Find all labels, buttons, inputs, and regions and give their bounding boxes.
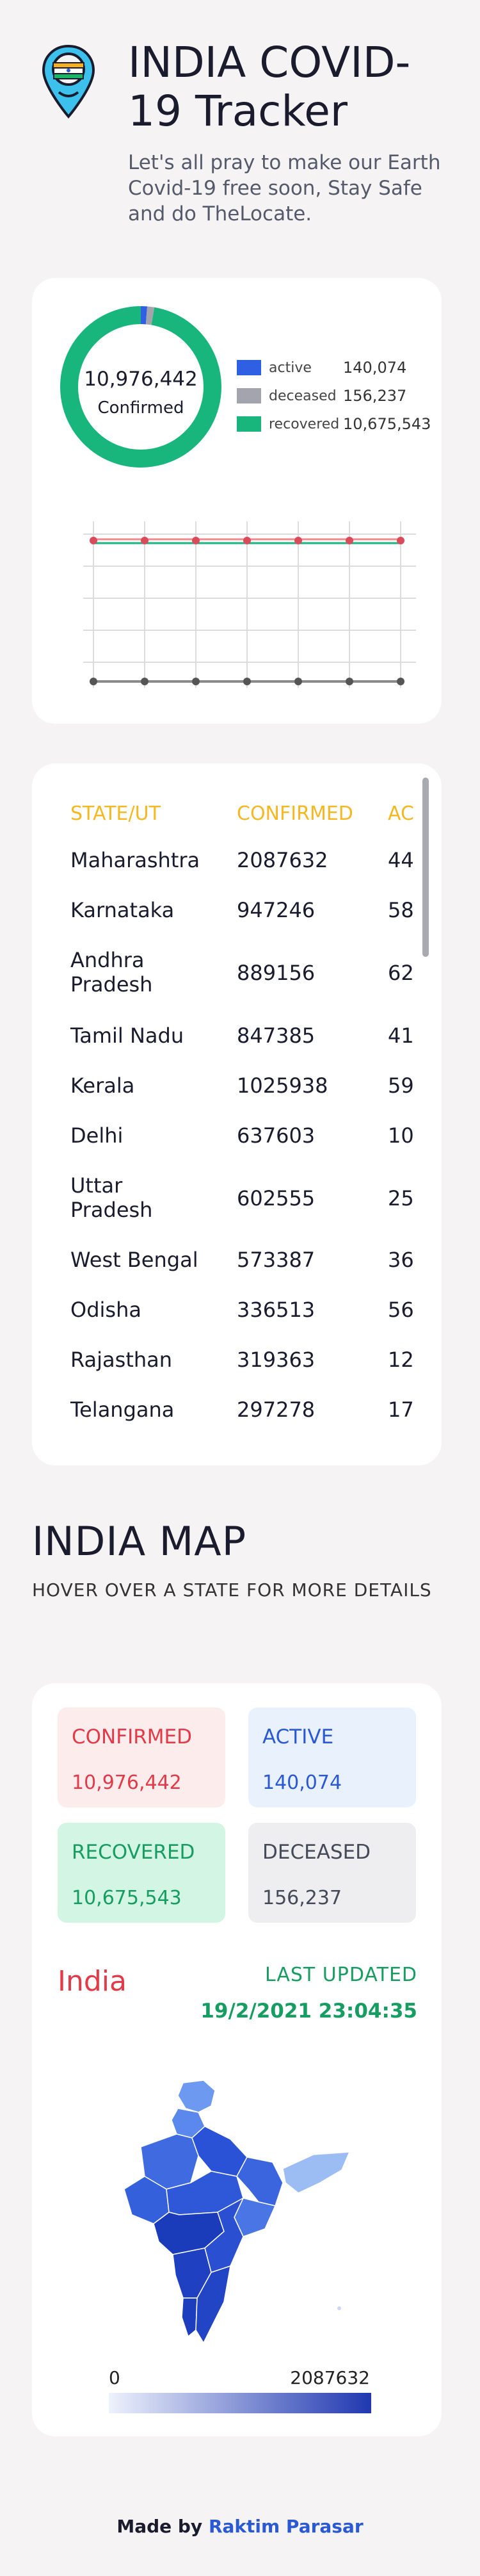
active-cell: 25 [388,1186,413,1211]
state-cell: Delhi [70,1123,124,1148]
state-cell: Kerala [70,1073,135,1098]
active-cell: 36 [388,1248,413,1272]
active-cell: 10 [388,1123,413,1148]
stat-confirmed: CONFIRMED 10,976,442 [58,1708,225,1807]
map-card: CONFIRMED 10,976,442 ACTIVE 140,074 RECO… [32,1683,442,2436]
legend-swatch [237,416,261,432]
author-link[interactable]: Raktim Parasar [208,2516,364,2537]
stat-value: 10,976,442 [72,1772,182,1794]
scale-min-label: 0 [109,2367,120,2388]
baseline-points [90,678,404,685]
legend-value: 140,074 [343,359,407,377]
stat-label: ACTIVE [262,1725,334,1749]
state-cell: Tamil Nadu [70,1023,184,1048]
stat-value: 156,237 [262,1887,342,1909]
state-cell: Rajasthan [70,1348,173,1372]
confirmed-cell: 602555 [237,1186,316,1211]
state-cell: Odisha [70,1298,141,1322]
summary-chart-card: 10,976,442 Confirmed active 140,074 dece… [32,278,442,724]
column-header-confirmed[interactable]: CONFIRMED [237,803,353,825]
donut-chart [60,306,221,468]
table-scrollbar[interactable] [422,778,429,957]
donut-legend: active 140,074 deceased 156,237 recovere… [237,354,435,438]
page-title: INDIA COVID-19 Tracker [128,38,411,136]
stat-active: ACTIVE 140,074 [248,1708,416,1807]
confirmed-cell: 2087632 [237,848,328,872]
donut-total: 10,976,442 [84,368,198,391]
stat-label: DECEASED [262,1841,371,1864]
state-uttar-pradesh[interactable] [191,2126,248,2177]
states-table-card[interactable]: STATE/UT CONFIRMED AC Maharashtra 2087632… [32,763,442,1465]
stat-value: 140,074 [262,1772,342,1794]
donut-slice-recovered[interactable] [60,306,221,468]
legend-item-active[interactable]: active 140,074 [237,354,435,382]
legend-value: 10,675,543 [343,415,431,433]
legend-swatch [237,360,261,375]
legend-label: recovered [269,416,340,432]
confirmed-points [90,537,404,544]
state-cell: Uttar Pradesh [70,1173,153,1222]
active-cell: 44 [388,848,413,872]
confirmed-cell: 297278 [237,1398,316,1422]
state-cell: West Bengal [70,1248,198,1272]
stat-label: CONFIRMED [72,1725,192,1749]
state-tamil-nadu[interactable] [195,2265,231,2344]
state-cell: Andhra Pradesh [70,948,153,997]
trend-line-chart [83,521,416,688]
state-bihar-bengal[interactable] [236,2156,284,2206]
legend-item-recovered[interactable]: recovered 10,675,543 [237,410,435,438]
confirmed-cell: 1025938 [237,1073,328,1098]
stat-recovered: RECOVERED 10,675,543 [58,1823,225,1923]
state-northeast[interactable] [282,2151,351,2194]
india-map[interactable] [122,2080,352,2356]
active-cell: 58 [388,898,413,922]
last-updated-value: 19/2/2021 23:04:35 [200,2000,417,2023]
state-kerala[interactable] [181,2297,198,2338]
active-cell: 59 [388,1073,413,1098]
stat-deceased: DECEASED 156,237 [248,1823,416,1923]
active-cell: 56 [388,1298,413,1322]
column-header-active[interactable]: AC [388,803,413,825]
stat-value: 10,675,543 [72,1887,182,1909]
state-jammu-kashmir[interactable] [177,2080,216,2113]
active-cell: 12 [388,1348,413,1372]
page-subtitle: Let's all pray to make our Earth Covid-1… [128,151,441,225]
confirmed-cell: 336513 [237,1298,316,1322]
active-cell: 17 [388,1398,413,1422]
andaman-islands[interactable] [337,2306,341,2310]
confirmed-cell: 947246 [237,898,316,922]
legend-value: 156,237 [343,387,407,405]
confirmed-cell: 889156 [237,961,316,985]
footer: Made by Raktim Parasar [0,2516,480,2537]
stat-label: RECOVERED [72,1841,195,1864]
scale-max-label: 2087632 [290,2367,370,2388]
active-cell: 41 [388,1023,413,1048]
state-cell: Telangana [70,1398,175,1422]
legend-label: active [269,359,312,376]
confirmed-cell: 637603 [237,1123,316,1148]
location-mask-icon [42,44,95,119]
column-header-state[interactable]: STATE/UT [70,803,161,825]
confirmed-cell: 319363 [237,1348,316,1372]
state-cell: Maharashtra [70,848,200,872]
state-cell: Karnataka [70,898,175,922]
footer-prefix: Made by [116,2516,203,2537]
donut-total-label: Confirmed [97,398,184,418]
confirmed-cell: 573387 [237,1248,316,1272]
legend-swatch [237,388,261,404]
last-updated-label: LAST UPDATED [264,1964,417,1986]
color-scale-bar [109,2393,371,2413]
donut-center: 10,976,442 Confirmed [58,368,224,418]
legend-label: deceased [269,387,337,404]
region-name: India [58,1965,127,1998]
legend-item-deceased[interactable]: deceased 156,237 [237,382,435,410]
chart-grid [83,521,416,688]
map-section-subtitle: HOVER OVER A STATE FOR MORE DETAILS [32,1579,432,1601]
confirmed-cell: 847385 [237,1023,316,1048]
map-section-title: INDIA MAP [32,1518,247,1565]
active-cell: 62 [388,961,413,985]
